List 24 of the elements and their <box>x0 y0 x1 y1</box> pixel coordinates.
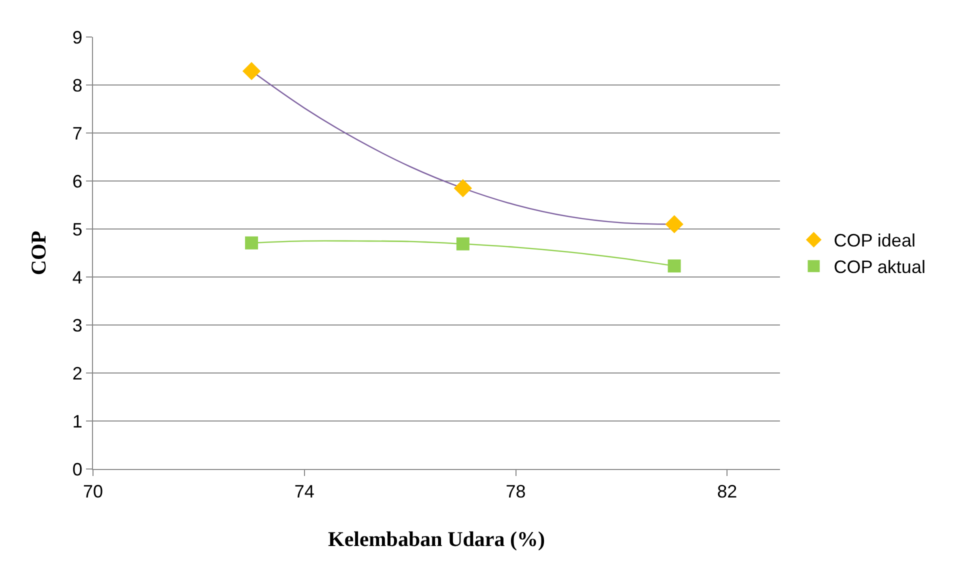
y-tick-label: 9 <box>72 27 82 48</box>
x-tick-label: 70 <box>82 482 104 502</box>
point <box>665 215 684 234</box>
point <box>668 259 681 272</box>
y-tick-label: 3 <box>72 315 82 336</box>
x-axis-title: Kelembaban Udara (%) <box>328 526 545 551</box>
x-tick-label: 82 <box>717 482 738 502</box>
point <box>454 179 472 198</box>
y-tick-label: 4 <box>72 267 82 288</box>
y-tick-label: 2 <box>72 363 82 384</box>
point <box>242 62 261 80</box>
legend-label: COP aktual <box>834 257 926 278</box>
point <box>456 237 470 250</box>
y-tick-label: 0 <box>72 459 82 480</box>
y-tick-label: 1 <box>72 411 82 432</box>
x-tick-label: 74 <box>294 482 314 502</box>
y-tick-label: 5 <box>72 219 82 240</box>
y-axis-title: COP <box>26 230 51 276</box>
point <box>245 236 258 250</box>
y-tick-label: 7 <box>72 123 82 144</box>
legend-label: COP ideal <box>834 230 916 251</box>
y-tick-label: 8 <box>72 75 82 96</box>
y-tick-label: 6 <box>72 171 82 192</box>
x-tick-label: 78 <box>506 482 526 502</box>
